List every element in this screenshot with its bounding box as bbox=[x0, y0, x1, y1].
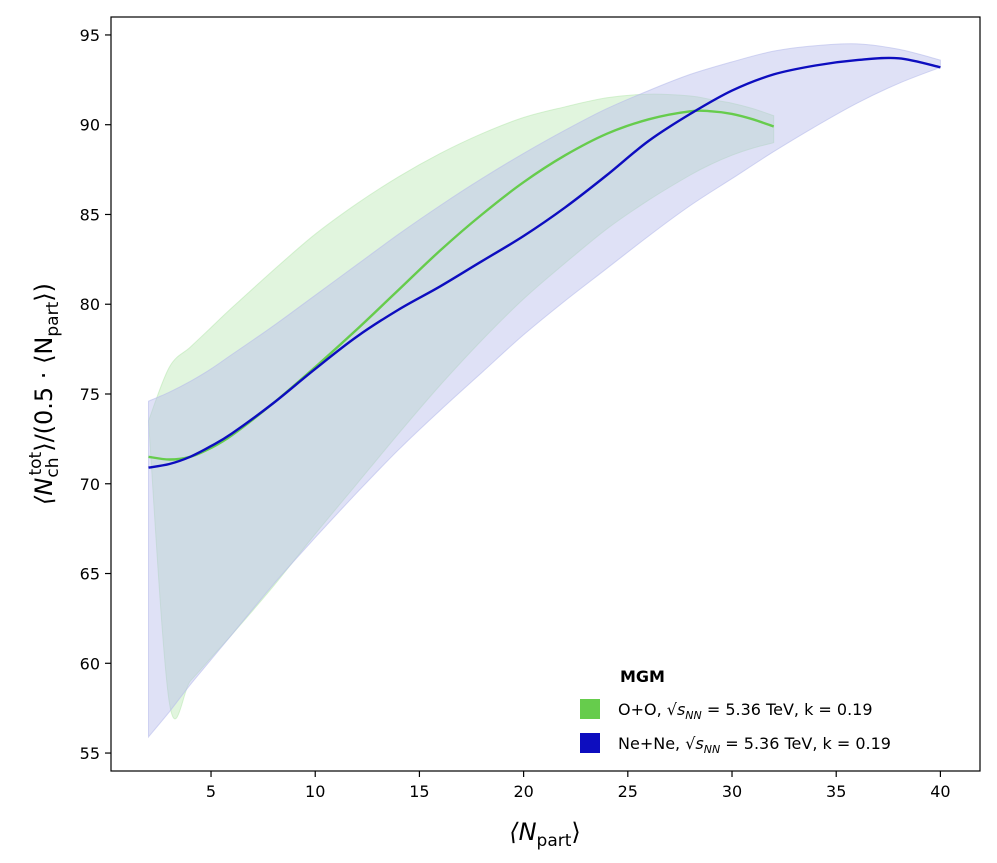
y-tick-label: 65 bbox=[80, 565, 100, 584]
y-tick-label: 55 bbox=[80, 744, 100, 763]
y-tick-label: 60 bbox=[80, 654, 100, 673]
x-axis-label: ⟨Npart⟩ bbox=[509, 818, 581, 851]
x-tick-label: 40 bbox=[930, 782, 950, 801]
x-axis-ticks: 5 10 15 20 25 30 35 40 bbox=[206, 771, 951, 801]
legend-label-oo: O+O, √sNN = 5.36 TeV, k = 0.19 bbox=[618, 700, 873, 722]
x-tick-label: 35 bbox=[826, 782, 846, 801]
line-ne-ne bbox=[148, 56, 941, 469]
legend-swatch-nene bbox=[580, 733, 600, 753]
legend-label-nene: Ne+Ne, √sNN = 5.36 TeV, k = 0.19 bbox=[618, 734, 891, 756]
x-tick-label: 10 bbox=[305, 782, 325, 801]
x-tick-label: 30 bbox=[722, 782, 742, 801]
y-axis-label: ⟨Nchtot⟩/(0.5 · ⟨Npart⟩) bbox=[26, 283, 63, 505]
line-o-o bbox=[148, 109, 775, 461]
y-tick-label: 75 bbox=[80, 385, 100, 404]
y-tick-label: 95 bbox=[80, 26, 100, 45]
legend: MGM O+O, √sNN = 5.36 TeV, k = 0.19 Ne+Ne… bbox=[580, 667, 891, 756]
y-axis-ticks: 55 60 65 70 75 80 85 90 95 bbox=[80, 26, 111, 763]
x-tick-label: 20 bbox=[513, 782, 533, 801]
series-lines bbox=[148, 56, 941, 469]
y-tick-label: 90 bbox=[80, 116, 100, 135]
legend-title: MGM bbox=[620, 667, 665, 686]
y-tick-label: 80 bbox=[80, 295, 100, 314]
y-tick-label: 85 bbox=[80, 205, 100, 224]
legend-swatch-oo bbox=[580, 699, 600, 719]
x-tick-label: 5 bbox=[206, 782, 216, 801]
x-tick-label: 15 bbox=[409, 782, 429, 801]
y-tick-label: 70 bbox=[80, 475, 100, 494]
x-tick-label: 25 bbox=[618, 782, 638, 801]
